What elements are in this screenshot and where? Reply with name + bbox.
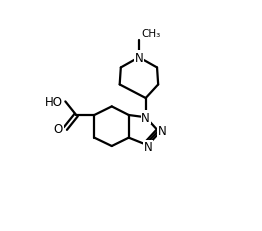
Text: N: N [141, 111, 150, 124]
Text: HO: HO [45, 95, 63, 108]
Text: N: N [135, 52, 143, 64]
Text: CH₃: CH₃ [142, 28, 161, 38]
Text: O: O [54, 123, 63, 136]
Text: N: N [158, 125, 167, 138]
Text: N: N [144, 141, 152, 154]
